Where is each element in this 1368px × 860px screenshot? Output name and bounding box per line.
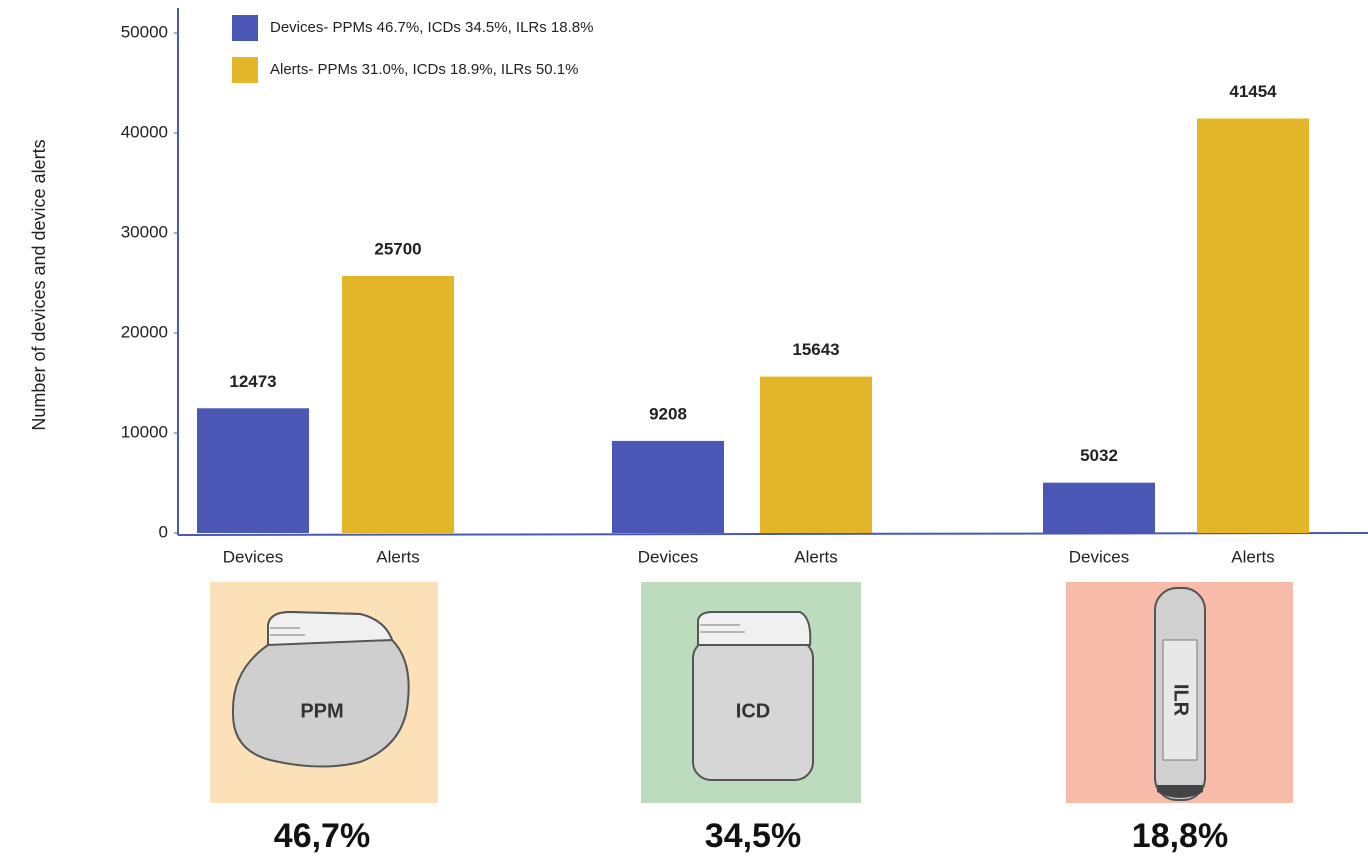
icd-header xyxy=(697,611,812,646)
x-tick-label: Alerts xyxy=(1231,547,1274,566)
ppm-panel: PPM xyxy=(210,582,438,803)
y-axis-title: Number of devices and device alerts xyxy=(29,139,49,430)
value-label: 12473 xyxy=(229,372,276,391)
legend-swatch xyxy=(232,15,258,41)
x-tick-label: Devices xyxy=(223,547,283,566)
x-tick-label: Devices xyxy=(638,547,698,566)
y-tick-label: 30000 xyxy=(121,222,168,241)
value-label: 41454 xyxy=(1229,82,1277,101)
percentage: 46,7% xyxy=(274,817,370,855)
ilr-panel: ILR xyxy=(1066,582,1293,803)
ilr-end xyxy=(1157,785,1203,798)
bar xyxy=(1197,118,1309,534)
percentage: 34,5% xyxy=(705,817,801,855)
ilr-window xyxy=(1162,639,1198,761)
x-tick-label: Devices xyxy=(1069,547,1129,566)
value-label: 25700 xyxy=(374,239,421,258)
legend-label: Alerts- PPMs 31.0%, ICDs 18.9%, ILRs 50.… xyxy=(270,61,578,78)
icon-label: ILR xyxy=(1170,684,1192,717)
icd-panel: ICD xyxy=(641,582,861,803)
x-tick-label: Alerts xyxy=(376,547,419,566)
bar xyxy=(760,376,872,533)
x-axis xyxy=(177,532,1368,536)
bar xyxy=(612,440,724,533)
x-tick-label: Alerts xyxy=(794,547,837,566)
y-tick-label: 20000 xyxy=(121,322,168,341)
y-tick-label: 0 xyxy=(159,522,168,541)
value-label: 9208 xyxy=(649,404,687,423)
y-tick-label: 50000 xyxy=(121,22,168,41)
bar xyxy=(1043,482,1155,533)
percentage: 18,8% xyxy=(1132,817,1228,855)
icon-label: ICD xyxy=(736,700,770,722)
y-tick-label: 10000 xyxy=(121,422,168,441)
ppm-header xyxy=(267,610,394,647)
legend-swatch xyxy=(232,57,258,83)
icon-label: PPM xyxy=(300,700,343,722)
y-tick-label: 40000 xyxy=(121,122,168,141)
bar xyxy=(197,408,309,533)
value-label: 5032 xyxy=(1080,446,1118,465)
legend-label: Devices- PPMs 46.7%, ICDs 34.5%, ILRs 18… xyxy=(270,19,593,36)
value-label: 15643 xyxy=(792,340,839,359)
bar xyxy=(342,276,454,533)
